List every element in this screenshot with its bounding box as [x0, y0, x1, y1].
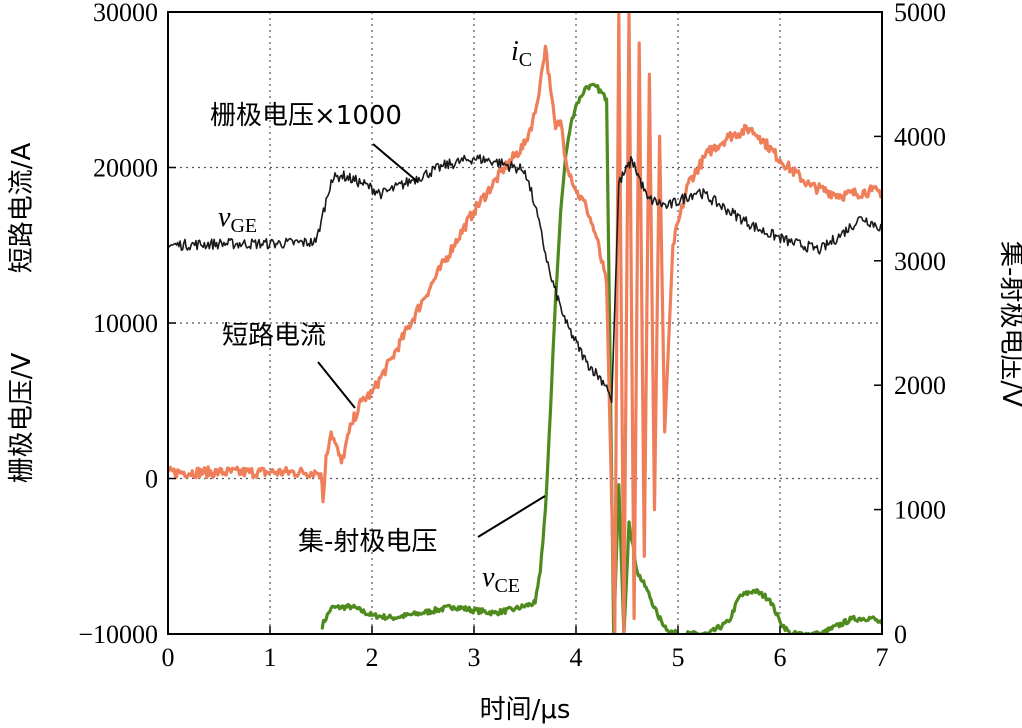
y-left-tick-label: 10000	[93, 309, 158, 338]
y-right-tick-label: 3000	[894, 247, 946, 276]
y-left-tick-label: 0	[145, 465, 158, 494]
x-tick-label: 5	[672, 643, 685, 672]
annotation-current: 短路电流	[222, 321, 356, 409]
x-tick-label: 4	[570, 643, 583, 672]
gate-label: 栅极电压×1000	[210, 101, 402, 131]
vce-label: 集-射极电压	[298, 527, 437, 557]
x-tick-label: 6	[774, 643, 787, 672]
gate-leader-line	[372, 143, 419, 183]
annotation-vce: 集-射极电压	[298, 495, 546, 557]
x-tick-label: 7	[876, 643, 889, 672]
series-line-current	[168, 12, 882, 634]
ic-symbol: iC	[511, 36, 532, 71]
series-line-gate	[168, 154, 882, 404]
y-right-tick-label: 5000	[894, 0, 946, 27]
y-right-axis-title: 集-射极电压/V	[996, 241, 1022, 407]
vge-symbol: vGE	[218, 202, 257, 237]
y-right-tick-label: 0	[894, 620, 907, 649]
series-line-vce	[320, 82, 882, 634]
y-left-axis-title-gate: 栅极电压/V	[7, 353, 37, 484]
y-left-tick-label: 30000	[93, 0, 158, 27]
grid	[168, 12, 882, 634]
x-tick-label: 2	[366, 643, 379, 672]
current-leader-line	[317, 361, 356, 409]
y-left-tick-label: 20000	[93, 154, 158, 183]
series-layer	[168, 12, 882, 634]
y-left-tick-label: −10000	[78, 620, 158, 649]
y-left-axis-title-current: 短路电流/A	[7, 143, 37, 274]
y-right-tick-label: 2000	[894, 371, 946, 400]
x-tick-label: 3	[468, 643, 481, 672]
x-tick-label: 0	[162, 643, 175, 672]
x-axis-title: 时间/μs	[480, 695, 571, 725]
vce-symbol: vCE	[482, 562, 520, 597]
x-tick-label: 1	[264, 643, 277, 672]
y-right-tick-label: 1000	[894, 496, 946, 525]
current-label: 短路电流	[222, 321, 326, 351]
y-right-tick-label: 4000	[894, 122, 946, 151]
annotation-gate: 栅极电压×1000	[210, 101, 419, 183]
vce-leader-line	[477, 495, 546, 538]
axis-ticks: 0 1 2 3 4 5 6 7−1000001000020000300000100020003…	[78, 0, 946, 672]
